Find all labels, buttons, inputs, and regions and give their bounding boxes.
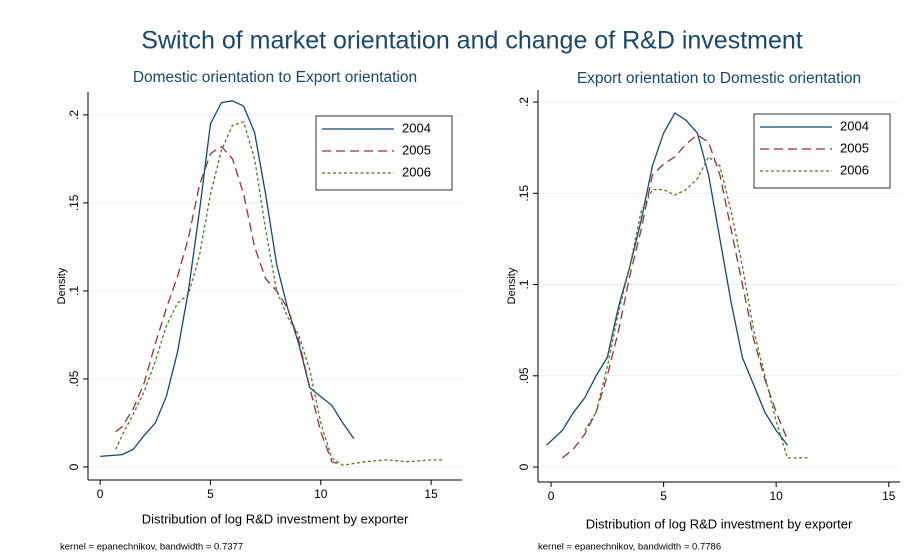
- legend-label: 2005: [402, 142, 431, 157]
- y-tick-label: .2: [67, 110, 81, 120]
- legend-label: 2005: [840, 140, 869, 155]
- x-tick-label: 15: [882, 489, 896, 503]
- legend-box: [753, 113, 891, 189]
- figure-title: Switch of market orientation and change …: [141, 27, 803, 55]
- y-tick-label: .1: [517, 279, 531, 289]
- x-tick-label: 15: [424, 487, 438, 501]
- y-tick-label: .15: [517, 185, 531, 202]
- x-axis-label: Distribution of log R&D investment by ex…: [586, 516, 853, 531]
- y-tick-label: .05: [517, 367, 531, 384]
- y-tick-label: 0: [67, 463, 81, 470]
- y-axis-label: Density: [506, 267, 518, 304]
- y-axis-label: Density: [56, 267, 68, 304]
- legend-label: 2006: [402, 164, 431, 179]
- note: kernel = epanechnikov, bandwidth = 0.737…: [60, 542, 243, 553]
- legend-label: 2004: [840, 118, 869, 133]
- series-line: [546, 112, 788, 446]
- panel: Domestic orientation to Export orientati…: [56, 69, 462, 553]
- y-tick-label: .1: [67, 286, 81, 296]
- legend-label: 2004: [402, 120, 431, 135]
- note: kernel = epanechnikov, bandwidth = 0.778…: [538, 542, 721, 553]
- series-line: [584, 155, 810, 459]
- y-tick-label: .2: [517, 97, 531, 107]
- panel: Export orientation to Domestic orientati…: [506, 70, 900, 553]
- series-line: [115, 121, 443, 466]
- x-axis-label: Distribution of log R&D investment by ex…: [142, 511, 409, 526]
- legend-label: 2006: [840, 162, 869, 177]
- x-tick-label: 10: [770, 489, 784, 503]
- y-tick-label: 0: [517, 463, 531, 470]
- legend-box: [315, 115, 453, 191]
- x-tick-label: 5: [660, 489, 667, 503]
- series-line: [561, 134, 789, 459]
- series-line: [115, 145, 343, 466]
- x-tick-label: 5: [207, 487, 214, 501]
- panel-title: Domestic orientation to Export orientati…: [133, 69, 417, 86]
- x-tick-label: 0: [548, 489, 555, 503]
- panel-title: Export orientation to Domestic orientati…: [577, 70, 861, 87]
- y-tick-label: .15: [67, 194, 81, 211]
- x-tick-label: 10: [314, 487, 328, 501]
- x-tick-label: 0: [97, 487, 104, 501]
- y-tick-label: .05: [67, 370, 81, 387]
